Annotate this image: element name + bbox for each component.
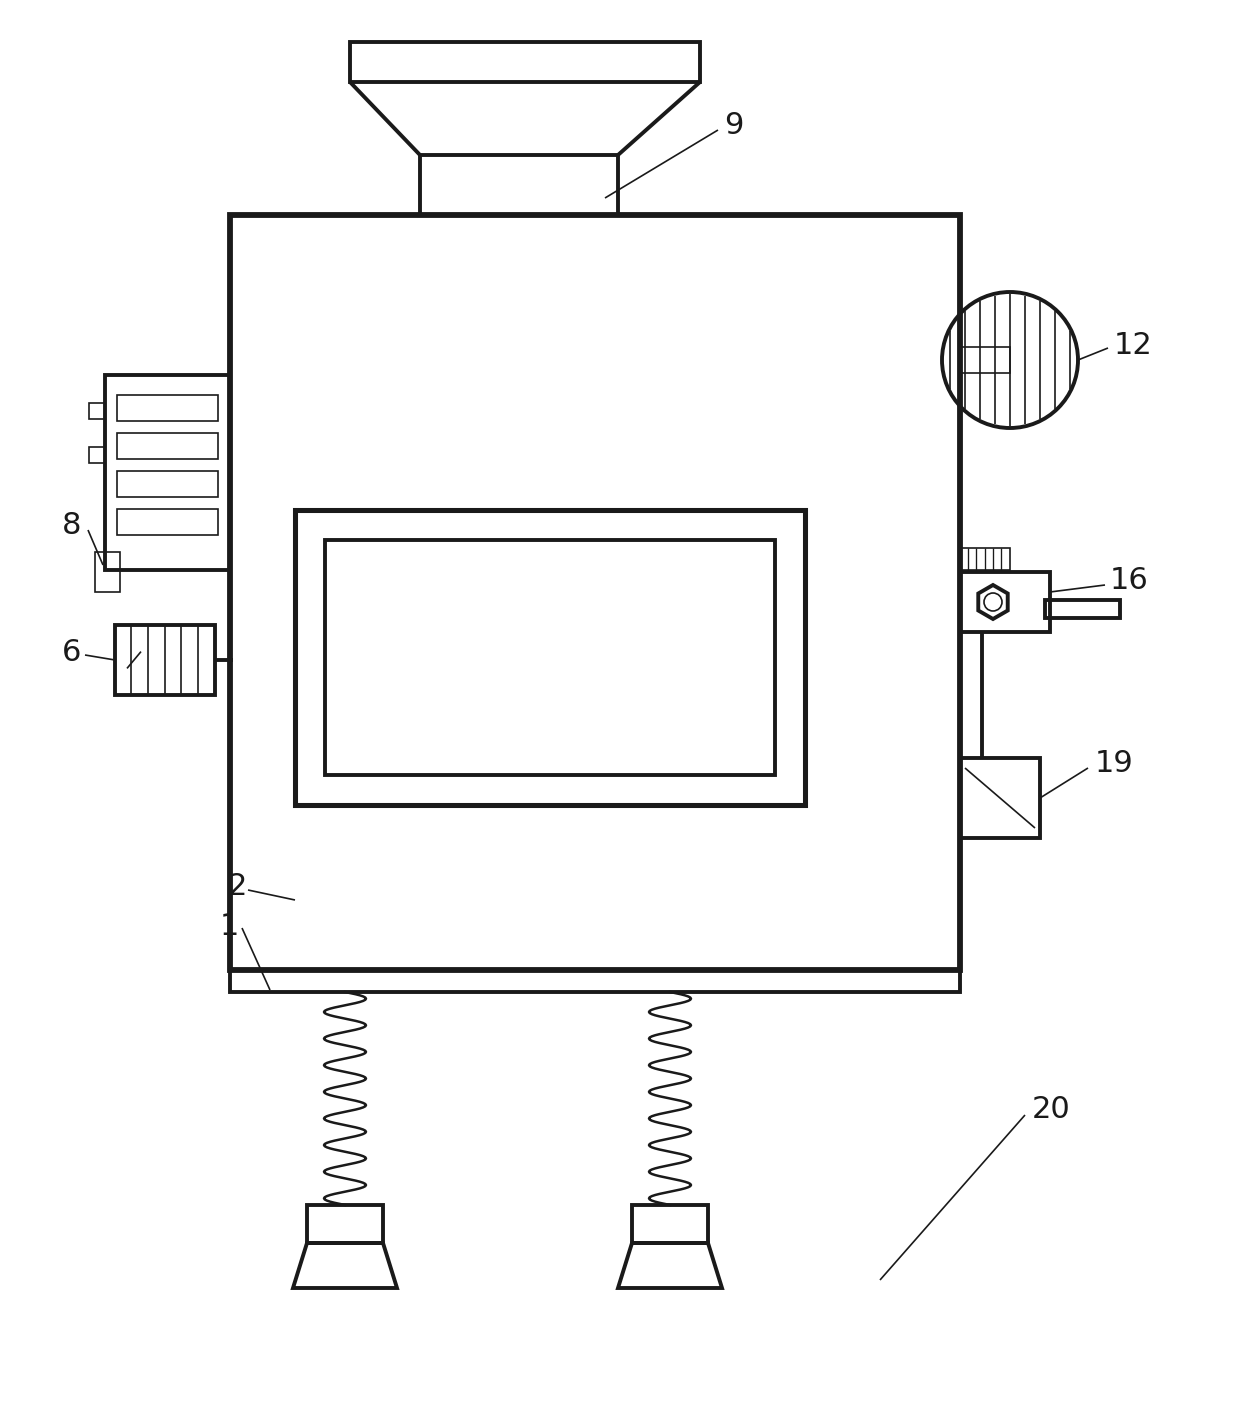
Text: 8: 8	[62, 510, 82, 540]
Bar	[350, 41, 701, 83]
Bar	[1045, 600, 1120, 618]
Text: 20: 20	[1032, 1096, 1071, 1124]
Bar	[95, 551, 120, 591]
Bar	[960, 571, 1050, 633]
Text: 9: 9	[724, 111, 743, 140]
Bar	[229, 970, 960, 992]
Text: 16: 16	[1110, 566, 1148, 594]
Text: 2: 2	[228, 872, 247, 901]
Text: 12: 12	[1114, 331, 1153, 359]
Bar	[632, 1206, 708, 1243]
Bar	[960, 758, 1040, 838]
Text: 19: 19	[1095, 748, 1133, 778]
Bar	[117, 433, 218, 459]
Bar	[105, 375, 229, 570]
Bar	[115, 626, 215, 695]
Text: 6: 6	[62, 637, 82, 667]
Bar	[117, 395, 218, 420]
Bar	[117, 509, 218, 534]
Bar	[420, 155, 618, 215]
Bar	[325, 540, 775, 775]
Bar	[89, 403, 105, 419]
Bar	[117, 472, 218, 497]
Bar	[295, 510, 805, 805]
Bar	[229, 215, 960, 970]
Bar	[89, 447, 105, 463]
Bar	[960, 549, 1011, 570]
Text: 1: 1	[219, 912, 239, 940]
Bar	[308, 1206, 383, 1243]
Bar	[960, 348, 1011, 373]
